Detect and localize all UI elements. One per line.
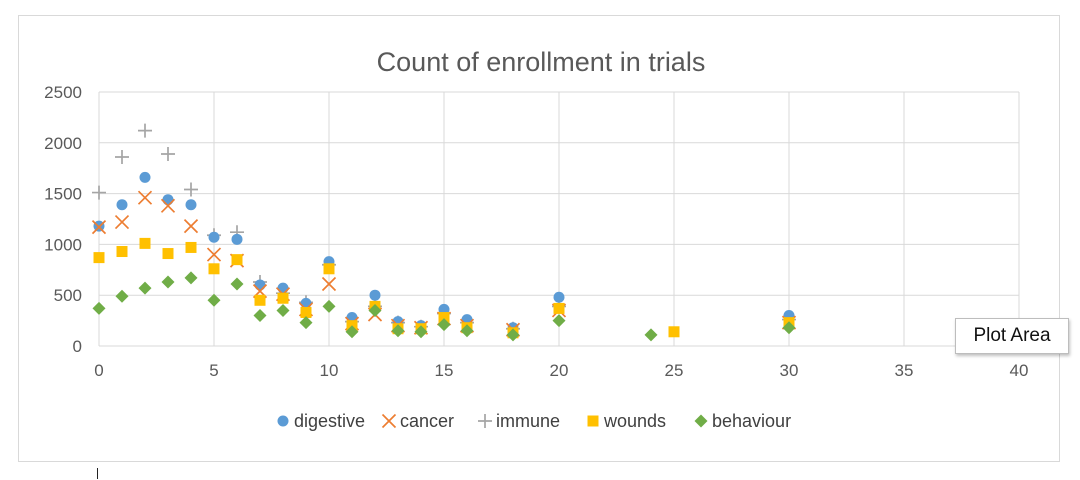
wounds-point[interactable] <box>254 294 266 306</box>
behaviour-point[interactable] <box>460 324 474 338</box>
chart-title: Count of enrollment in trials <box>377 47 706 77</box>
cancer-point[interactable] <box>137 190 153 205</box>
behaviour-point[interactable] <box>644 328 658 342</box>
x-tick-label: 25 <box>665 361 684 380</box>
wounds-point[interactable] <box>116 246 128 258</box>
y-tick-label: 1000 <box>44 235 82 254</box>
behaviour-point[interactable] <box>437 318 451 332</box>
x-tick-label: 30 <box>780 361 799 380</box>
wounds-point[interactable] <box>139 237 151 249</box>
legend-marker-wounds[interactable] <box>587 415 599 427</box>
digestive-point[interactable] <box>553 291 565 303</box>
immune-point[interactable] <box>92 185 106 200</box>
cancer-point[interactable] <box>114 214 130 230</box>
wounds-point[interactable] <box>553 302 565 314</box>
behaviour-point[interactable] <box>299 316 313 330</box>
cancer-point[interactable] <box>321 276 337 292</box>
legend-label: wounds <box>603 411 666 431</box>
behaviour-point[interactable] <box>138 281 152 295</box>
digestive-point[interactable] <box>231 233 243 245</box>
legend-label: immune <box>496 411 560 431</box>
wounds-point[interactable] <box>185 241 197 253</box>
x-tick-label: 40 <box>1010 361 1029 380</box>
x-tick-label: 15 <box>435 361 454 380</box>
x-tick-label: 35 <box>895 361 914 380</box>
behaviour-point[interactable] <box>253 309 267 323</box>
immune-point[interactable] <box>161 146 175 161</box>
y-tick-label: 2000 <box>44 134 82 153</box>
legend-item-cancer[interactable]: cancer <box>381 411 455 431</box>
behaviour-point[interactable] <box>506 328 520 342</box>
behaviour-point[interactable] <box>184 271 198 285</box>
wounds-point[interactable] <box>438 312 450 324</box>
behaviour-point[interactable] <box>345 325 359 339</box>
x-tick-label: 20 <box>550 361 569 380</box>
wounds-point[interactable] <box>162 248 174 260</box>
wounds-point[interactable] <box>231 254 243 266</box>
legend-marker-digestive[interactable] <box>277 415 289 427</box>
series-behaviour[interactable] <box>92 271 796 342</box>
behaviour-point[interactable] <box>230 277 244 291</box>
digestive-point[interactable] <box>254 279 266 291</box>
wounds-point[interactable] <box>208 263 220 275</box>
legend-item-digestive[interactable]: digestive <box>277 411 366 431</box>
behaviour-point[interactable] <box>92 301 106 315</box>
cancer-point[interactable] <box>91 220 107 235</box>
behaviour-point[interactable] <box>115 289 129 303</box>
digestive-point[interactable] <box>185 199 197 211</box>
y-tick-label: 1500 <box>44 185 82 204</box>
legend-item-immune[interactable]: immune <box>478 411 560 431</box>
x-tick-label: 5 <box>209 361 218 380</box>
y-tick-label: 0 <box>73 337 82 356</box>
behaviour-point[interactable] <box>391 324 405 338</box>
digestive-point[interactable] <box>369 289 381 301</box>
behaviour-point[interactable] <box>207 293 221 307</box>
x-tick-label: 0 <box>94 361 103 380</box>
immune-point[interactable] <box>184 182 198 197</box>
digestive-point[interactable] <box>162 194 174 206</box>
behaviour-point[interactable] <box>161 275 175 289</box>
legend-item-wounds[interactable]: wounds <box>587 411 667 431</box>
y-tick-label: 2500 <box>44 83 82 102</box>
legend-marker-immune[interactable] <box>478 414 492 428</box>
wounds-point[interactable] <box>277 292 289 304</box>
wounds-point[interactable] <box>668 326 680 338</box>
cancer-point[interactable] <box>206 247 222 262</box>
behaviour-point[interactable] <box>552 314 566 328</box>
behaviour-point[interactable] <box>782 321 796 335</box>
behaviour-point[interactable] <box>322 299 336 313</box>
scatter-chart[interactable]: Count of enrollment in trials 0 500 1000 15… <box>19 16 1061 463</box>
immune-point[interactable] <box>138 123 152 138</box>
plot-area[interactable] <box>91 123 797 342</box>
legend-marker-behaviour[interactable] <box>694 414 708 428</box>
x-tick-label: 10 <box>320 361 339 380</box>
digestive-point[interactable] <box>116 199 128 211</box>
chart-container[interactable]: Count of enrollment in trials 0 500 1000 15… <box>18 15 1060 462</box>
legend-marker-cancer[interactable] <box>381 413 397 429</box>
wounds-point[interactable] <box>93 252 105 264</box>
gridlines <box>98 91 1020 347</box>
y-tick-label: 500 <box>54 286 82 305</box>
digestive-point[interactable] <box>208 231 220 243</box>
plot-area-tooltip: Plot Area <box>955 318 1069 354</box>
legend-label: digestive <box>294 411 365 431</box>
legend-item-behaviour[interactable]: behaviour <box>694 411 792 431</box>
axis-tick-labels: 0 500 1000 1500 2000 2500 0 5 10 15 20 25 30 35 40 <box>44 83 1028 380</box>
text-cursor <box>97 468 98 479</box>
behaviour-point[interactable] <box>276 303 290 317</box>
cancer-point[interactable] <box>160 198 176 213</box>
legend[interactable]: digestive cancer immune wounds behaviour <box>277 411 792 431</box>
behaviour-point[interactable] <box>414 325 428 339</box>
digestive-point[interactable] <box>139 171 151 183</box>
legend-label: cancer <box>400 411 454 431</box>
behaviour-point[interactable] <box>368 303 382 317</box>
wounds-point[interactable] <box>300 306 312 318</box>
cancer-point[interactable] <box>183 219 199 234</box>
immune-point[interactable] <box>115 150 129 165</box>
digestive-point[interactable] <box>277 282 289 294</box>
wounds-point[interactable] <box>323 263 335 275</box>
legend-label: behaviour <box>712 411 791 431</box>
